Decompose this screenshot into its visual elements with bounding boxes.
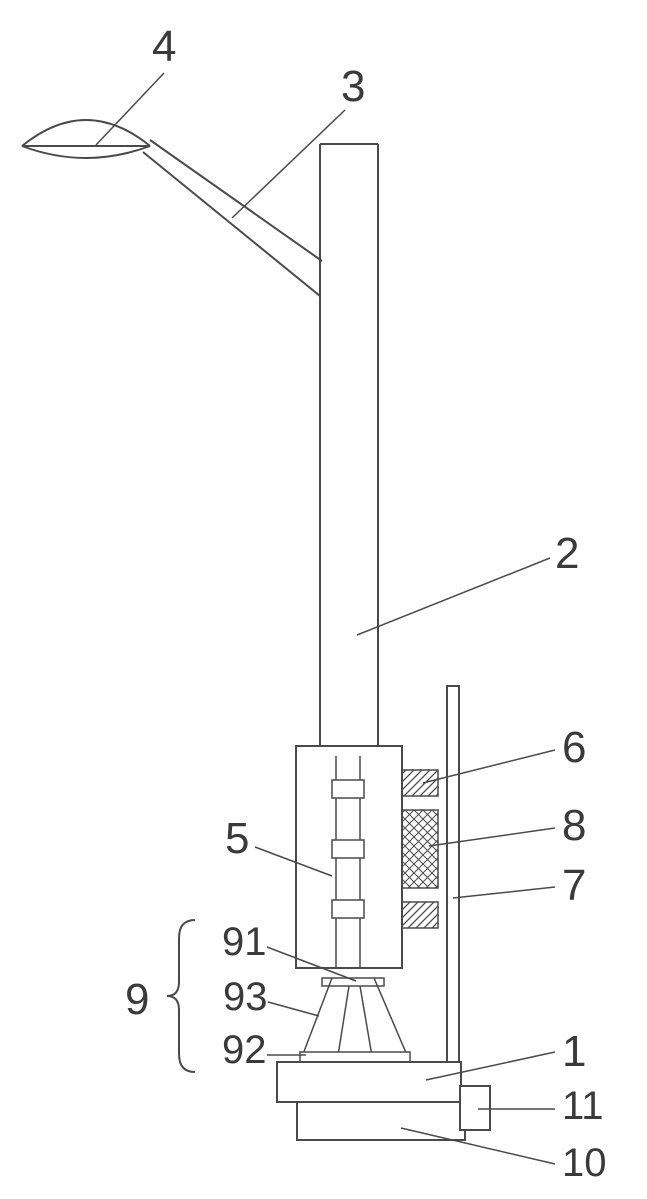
callout-label-93: 93: [223, 975, 268, 1020]
callout-label-10: 10: [562, 1141, 607, 1186]
callout-label-9: 9: [125, 975, 149, 1025]
callout-label-8: 8: [562, 801, 586, 851]
callout-label-7: 7: [562, 861, 586, 911]
callout-label-5: 5: [225, 814, 249, 864]
callout-label-92: 92: [222, 1028, 267, 1073]
callout-label-1: 1: [562, 1027, 586, 1077]
callout-label-91: 91: [222, 920, 267, 965]
callout-label-4: 4: [152, 22, 176, 72]
callout-label-2: 2: [555, 529, 579, 579]
callout-label-6: 6: [562, 723, 586, 773]
callout-label-11: 11: [562, 1084, 604, 1129]
callout-label-3: 3: [341, 62, 365, 112]
diagram-svg: [0, 0, 647, 1199]
